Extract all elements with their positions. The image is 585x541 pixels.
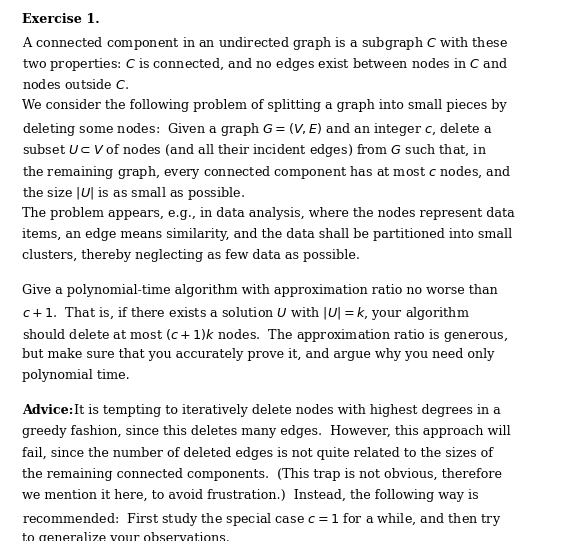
Text: the remaining connected components.  (This trap is not obvious, therefore: the remaining connected components. (Thi… xyxy=(22,468,503,481)
Text: should delete at most $(c+1)k$ nodes.  The approximation ratio is generous,: should delete at most $(c+1)k$ nodes. Th… xyxy=(22,327,508,344)
Text: the remaining graph, every connected component has at most $c$ nodes, and: the remaining graph, every connected com… xyxy=(22,163,512,181)
Text: clusters, thereby neglecting as few data as possible.: clusters, thereby neglecting as few data… xyxy=(22,249,360,262)
Text: to generalize your observations.: to generalize your observations. xyxy=(22,532,230,541)
Text: The problem appears, e.g., in data analysis, where the nodes represent data: The problem appears, e.g., in data analy… xyxy=(22,207,515,220)
Text: It is tempting to iteratively delete nodes with highest degrees in a: It is tempting to iteratively delete nod… xyxy=(74,404,501,417)
Text: We consider the following problem of splitting a graph into small pieces by: We consider the following problem of spl… xyxy=(22,100,507,113)
Text: we mention it here, to avoid frustration.)  Instead, the following way is: we mention it here, to avoid frustration… xyxy=(22,490,479,503)
Text: Give a polynomial-time algorithm with approximation ratio no worse than: Give a polynomial-time algorithm with ap… xyxy=(22,283,498,296)
Text: A connected component in an undirected graph is a subgraph $C$ with these: A connected component in an undirected g… xyxy=(22,35,508,52)
Text: polynomial time.: polynomial time. xyxy=(22,370,130,382)
Text: subset $U \subset V$ of nodes (and all their incident edges) from $G$ such that,: subset $U \subset V$ of nodes (and all t… xyxy=(22,142,487,159)
Text: deleting some nodes:  Given a graph $G = (V, E)$ and an integer $c$, delete a: deleting some nodes: Given a graph $G = … xyxy=(22,121,493,138)
Text: fail, since the number of deleted edges is not quite related to the sizes of: fail, since the number of deleted edges … xyxy=(22,446,493,459)
Text: the size $|U|$ is as small as possible.: the size $|U|$ is as small as possible. xyxy=(22,185,245,202)
Text: nodes outside $C$.: nodes outside $C$. xyxy=(22,78,130,92)
Text: but make sure that you accurately prove it, and argue why you need only: but make sure that you accurately prove … xyxy=(22,348,495,361)
Text: $c+1$.  That is, if there exists a solution $U$ with $|U| = k$, your algorithm: $c+1$. That is, if there exists a soluti… xyxy=(22,305,470,322)
Text: recommended:  First study the special case $c = 1$ for a while, and then try: recommended: First study the special cas… xyxy=(22,511,501,528)
Text: greedy fashion, since this deletes many edges.  However, this approach will: greedy fashion, since this deletes many … xyxy=(22,425,511,438)
Text: Exercise 1.: Exercise 1. xyxy=(22,12,100,25)
Text: Advice:: Advice: xyxy=(22,404,74,417)
Text: two properties: $C$ is connected, and no edges exist between nodes in $C$ and: two properties: $C$ is connected, and no… xyxy=(22,56,508,74)
Text: items, an edge means similarity, and the data shall be partitioned into small: items, an edge means similarity, and the… xyxy=(22,228,512,241)
